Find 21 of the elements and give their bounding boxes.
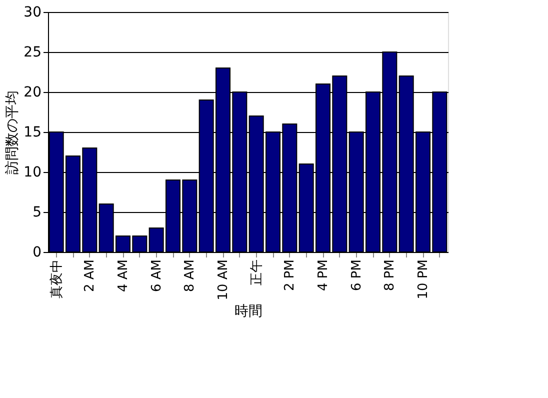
y-tick-label: 0 (32, 244, 42, 260)
x-tick-label: 8 AM (182, 260, 198, 292)
y-tick-label: 10 (24, 164, 42, 180)
y-tick-label: 25 (24, 44, 42, 60)
y-tick-label: 20 (24, 84, 42, 100)
x-tick-label: 4 PM (316, 260, 331, 291)
y-axis-title: 訪問数の平均 (4, 90, 21, 174)
y-tick-label: 30 (24, 4, 42, 20)
y-tick-label: 5 (32, 204, 42, 220)
x-tick-label: 2 PM (282, 260, 298, 291)
x-tick-label: 4 AM (116, 260, 131, 292)
y-tick-label: 15 (24, 124, 42, 140)
x-tick-label: 6 AM (149, 260, 164, 292)
x-tick-label: 正午 (249, 260, 264, 286)
x-tick-label: 2 AM (82, 260, 98, 292)
x-tick-label: 真夜中 (48, 260, 64, 298)
x-tick-label: 10 PM (416, 260, 431, 300)
x-tick-label: 10 AM (216, 260, 231, 300)
x-tick-label: 6 PM (349, 260, 364, 291)
x-axis-title: 時間 (234, 303, 262, 320)
x-tick-label: 8 PM (382, 260, 398, 291)
